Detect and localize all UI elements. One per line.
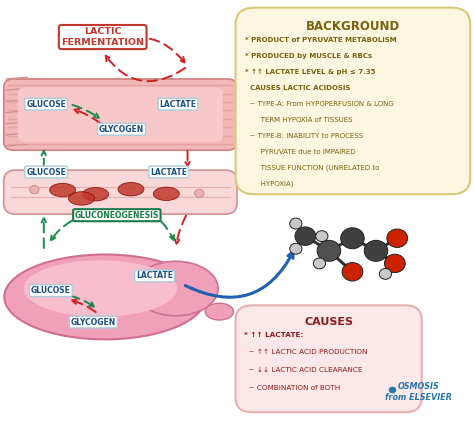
Text: BACKGROUND: BACKGROUND [306, 20, 400, 33]
Text: GLUCOSE: GLUCOSE [31, 286, 71, 295]
Text: HYPOXIA): HYPOXIA) [245, 180, 293, 187]
Text: GLYCOGEN: GLYCOGEN [99, 125, 144, 134]
Text: ~ TYPE-B: INABILITY to PROCESS: ~ TYPE-B: INABILITY to PROCESS [245, 133, 363, 138]
Text: * PRODUCED by MUSCLE & RBCs: * PRODUCED by MUSCLE & RBCs [245, 53, 372, 59]
Circle shape [342, 262, 363, 281]
Text: ~ ↑↑ LACTIC ACID PRODUCTION: ~ ↑↑ LACTIC ACID PRODUCTION [244, 349, 367, 355]
Text: TERM HYPOXIA of TISSUES: TERM HYPOXIA of TISSUES [245, 116, 353, 123]
FancyBboxPatch shape [4, 170, 237, 214]
Text: * ↑↑ LACTATE:: * ↑↑ LACTATE: [244, 332, 303, 338]
Circle shape [290, 218, 302, 229]
Ellipse shape [4, 254, 206, 339]
Circle shape [384, 254, 405, 273]
Circle shape [195, 189, 204, 197]
Circle shape [364, 241, 388, 261]
Ellipse shape [24, 260, 177, 317]
Text: GLUCOSE: GLUCOSE [26, 100, 66, 108]
Text: LACTIC
FERMENTATION: LACTIC FERMENTATION [61, 27, 144, 47]
Ellipse shape [69, 192, 94, 205]
Text: LACTATE: LACTATE [150, 168, 187, 176]
Text: LACTATE: LACTATE [136, 271, 173, 281]
Text: CAUSES: CAUSES [304, 316, 353, 327]
Text: LACTATE: LACTATE [160, 100, 197, 108]
FancyBboxPatch shape [236, 8, 470, 194]
Text: GLUCOSE: GLUCOSE [26, 168, 66, 176]
Circle shape [295, 227, 316, 245]
Circle shape [389, 387, 396, 393]
Ellipse shape [50, 183, 76, 197]
Ellipse shape [205, 303, 234, 320]
Ellipse shape [118, 182, 144, 196]
Text: * PRODUCT of PYRUVATE METABOLISM: * PRODUCT of PYRUVATE METABOLISM [245, 37, 397, 43]
Text: GLYCOGEN: GLYCOGEN [71, 318, 116, 327]
Ellipse shape [133, 261, 218, 316]
Circle shape [313, 258, 326, 269]
Circle shape [379, 268, 392, 279]
Text: ~ TYPE-A: From HYPOPERFUSION & LONG: ~ TYPE-A: From HYPOPERFUSION & LONG [245, 101, 394, 107]
Circle shape [317, 241, 341, 261]
Text: PYRUVATE due to IMPAIRED: PYRUVATE due to IMPAIRED [245, 149, 356, 154]
Circle shape [316, 231, 328, 242]
Text: OSMOSIS
from ELSEVIER: OSMOSIS from ELSEVIER [385, 382, 452, 402]
Circle shape [30, 185, 39, 194]
Text: * ↑↑ LACTATE LEVEL & pH ≤ 7.35: * ↑↑ LACTATE LEVEL & pH ≤ 7.35 [245, 69, 375, 75]
Text: ~ COMBINATION of BOTH: ~ COMBINATION of BOTH [244, 384, 340, 390]
Text: ~ ↓↓ LACTIC ACID CLEARANCE: ~ ↓↓ LACTIC ACID CLEARANCE [244, 367, 362, 373]
Circle shape [341, 228, 364, 249]
FancyBboxPatch shape [18, 87, 223, 142]
FancyBboxPatch shape [4, 79, 237, 150]
Circle shape [290, 243, 302, 254]
Circle shape [387, 229, 408, 247]
FancyBboxPatch shape [236, 306, 422, 412]
Text: TISSUE FUNCTION (UNRELATED to: TISSUE FUNCTION (UNRELATED to [245, 165, 379, 171]
Ellipse shape [82, 187, 109, 201]
Text: GLUCONEOGENESIS: GLUCONEOGENESIS [74, 211, 159, 220]
Ellipse shape [154, 187, 179, 200]
Text: CAUSES LACTIC ACIDOSIS: CAUSES LACTIC ACIDOSIS [245, 85, 350, 91]
